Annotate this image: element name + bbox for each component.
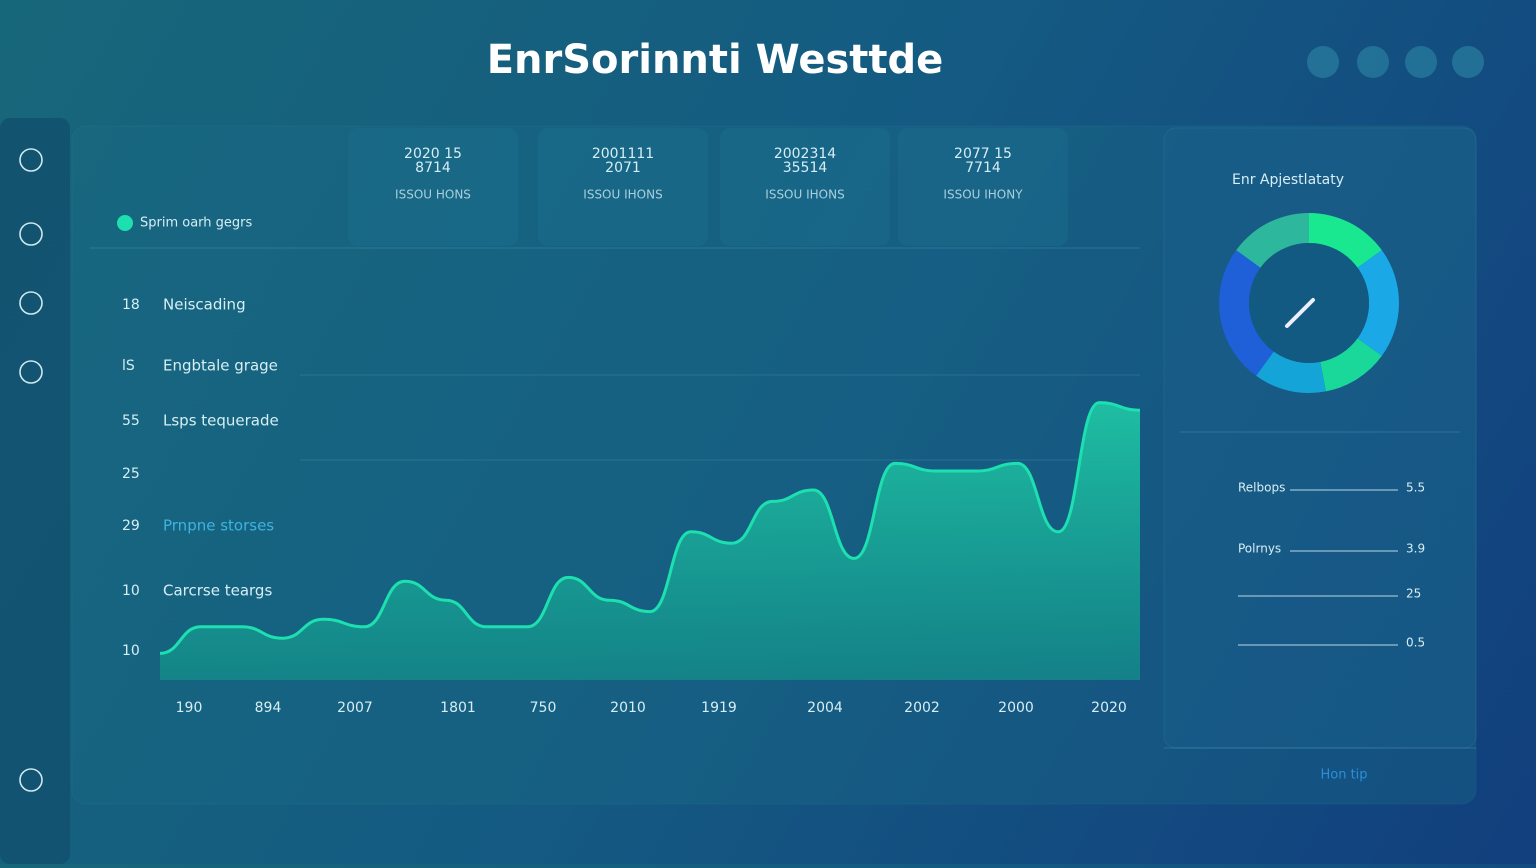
stat-card [348, 128, 518, 246]
toolbar-button[interactable] [1307, 46, 1339, 78]
legend-swatch [117, 215, 133, 231]
row-number: 10 [122, 583, 140, 599]
row-label: Neiscading [163, 296, 246, 314]
toolbar-button[interactable] [1452, 46, 1484, 78]
stat-label: Polrnys [1238, 542, 1281, 556]
x-tick-label: 2002 [904, 700, 940, 716]
card-caption: ISSOU IHONS [765, 188, 844, 202]
card-line: 2020 15 [404, 146, 462, 162]
nav-icon[interactable] [19, 291, 43, 315]
row-number: lS [122, 358, 135, 374]
x-tick-label: 750 [530, 700, 557, 716]
row-number: 10 [122, 643, 140, 659]
x-tick-label: 190 [176, 700, 203, 716]
card-line: 7714 [965, 160, 1001, 176]
nav-icon[interactable] [19, 768, 43, 792]
stat-card [898, 128, 1068, 246]
donut-segment [1309, 213, 1382, 268]
row-number: 25 [122, 466, 140, 482]
footer-link[interactable]: Hon tip [1320, 768, 1367, 783]
legend-label: Sprim oarh gegrs [140, 216, 253, 231]
donut-segment [1219, 250, 1274, 376]
stat-value: 3.9 [1406, 542, 1425, 556]
x-tick-label: 894 [255, 700, 282, 716]
card-line: 2077 15 [954, 146, 1012, 162]
x-tick-label: 2010 [610, 700, 646, 716]
card-caption: ISSOU IHONY [943, 188, 1023, 202]
nav-icon[interactable] [19, 148, 43, 172]
row-label: Carcrse teargs [163, 582, 272, 600]
toolbar-button[interactable] [1357, 46, 1389, 78]
donut-segment [1256, 351, 1326, 393]
card-line: 2002314 [774, 146, 836, 162]
donut-segment [1236, 213, 1309, 268]
stat-card [720, 128, 890, 246]
nav-icon[interactable] [19, 222, 43, 246]
toolbar-button[interactable] [1405, 46, 1437, 78]
stat-value: 0.5 [1406, 636, 1425, 650]
card-line: 2001111 [592, 146, 654, 162]
stat-card [538, 128, 708, 246]
row-number: 29 [122, 518, 140, 534]
x-tick-label: 1919 [701, 700, 737, 716]
stat-label: Relbops [1238, 481, 1285, 495]
donut-segment [1320, 338, 1382, 392]
x-tick-label: 2004 [807, 700, 843, 716]
x-tick-label: 2020 [1091, 700, 1127, 716]
title: EnrSorinnti Westtde [487, 37, 944, 83]
card-line: 8714 [415, 160, 451, 176]
card-line: 35514 [783, 160, 828, 176]
row-label: Prnpne storses [163, 517, 274, 535]
row-label: Engbtale grage [163, 357, 278, 375]
stat-value: 5.5 [1406, 481, 1425, 495]
x-tick-label: 2007 [337, 700, 373, 716]
nav-icon[interactable] [19, 360, 43, 384]
card-line: 2071 [605, 160, 641, 176]
donut-title: Enr Apjestlataty [1232, 172, 1344, 188]
x-tick-label: 1801 [440, 700, 476, 716]
card-caption: ISSOU HONS [395, 188, 471, 202]
area-line [159, 401, 1141, 655]
gauge-needle [1285, 298, 1315, 328]
donut-segment [1357, 250, 1399, 356]
sidebar [0, 118, 70, 864]
area-fill [160, 402, 1140, 680]
stat-value: 25 [1406, 587, 1421, 601]
row-number: 18 [122, 297, 140, 313]
x-tick-label: 2000 [998, 700, 1034, 716]
card-caption: ISSOU IHONS [583, 188, 662, 202]
row-label: Lsps tequerade [163, 412, 279, 430]
row-number: 55 [122, 413, 140, 429]
